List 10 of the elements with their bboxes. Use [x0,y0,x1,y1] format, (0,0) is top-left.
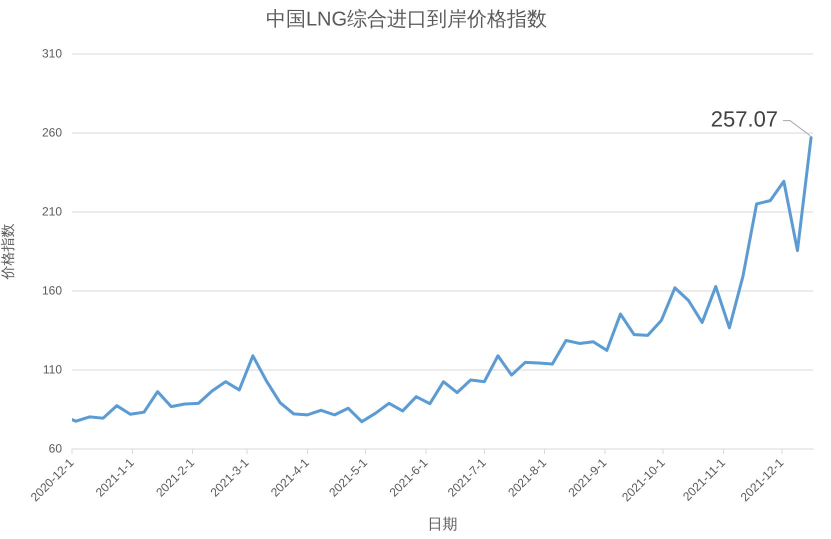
y-tick-label: 160 [42,283,62,298]
chart-title: 中国LNG综合进口到岸价格指数 [266,8,548,31]
y-tick-label: 260 [42,125,62,140]
y-tick-label: 110 [42,362,62,376]
y-tick-label: 210 [42,204,62,218]
y-axis-title: 价格指数 [0,224,16,280]
y-tick-label: 60 [48,441,62,456]
x-axis-title: 日期 [428,516,458,534]
data-label: 257.07 [710,106,778,132]
y-tick-label: 310 [42,46,62,60]
